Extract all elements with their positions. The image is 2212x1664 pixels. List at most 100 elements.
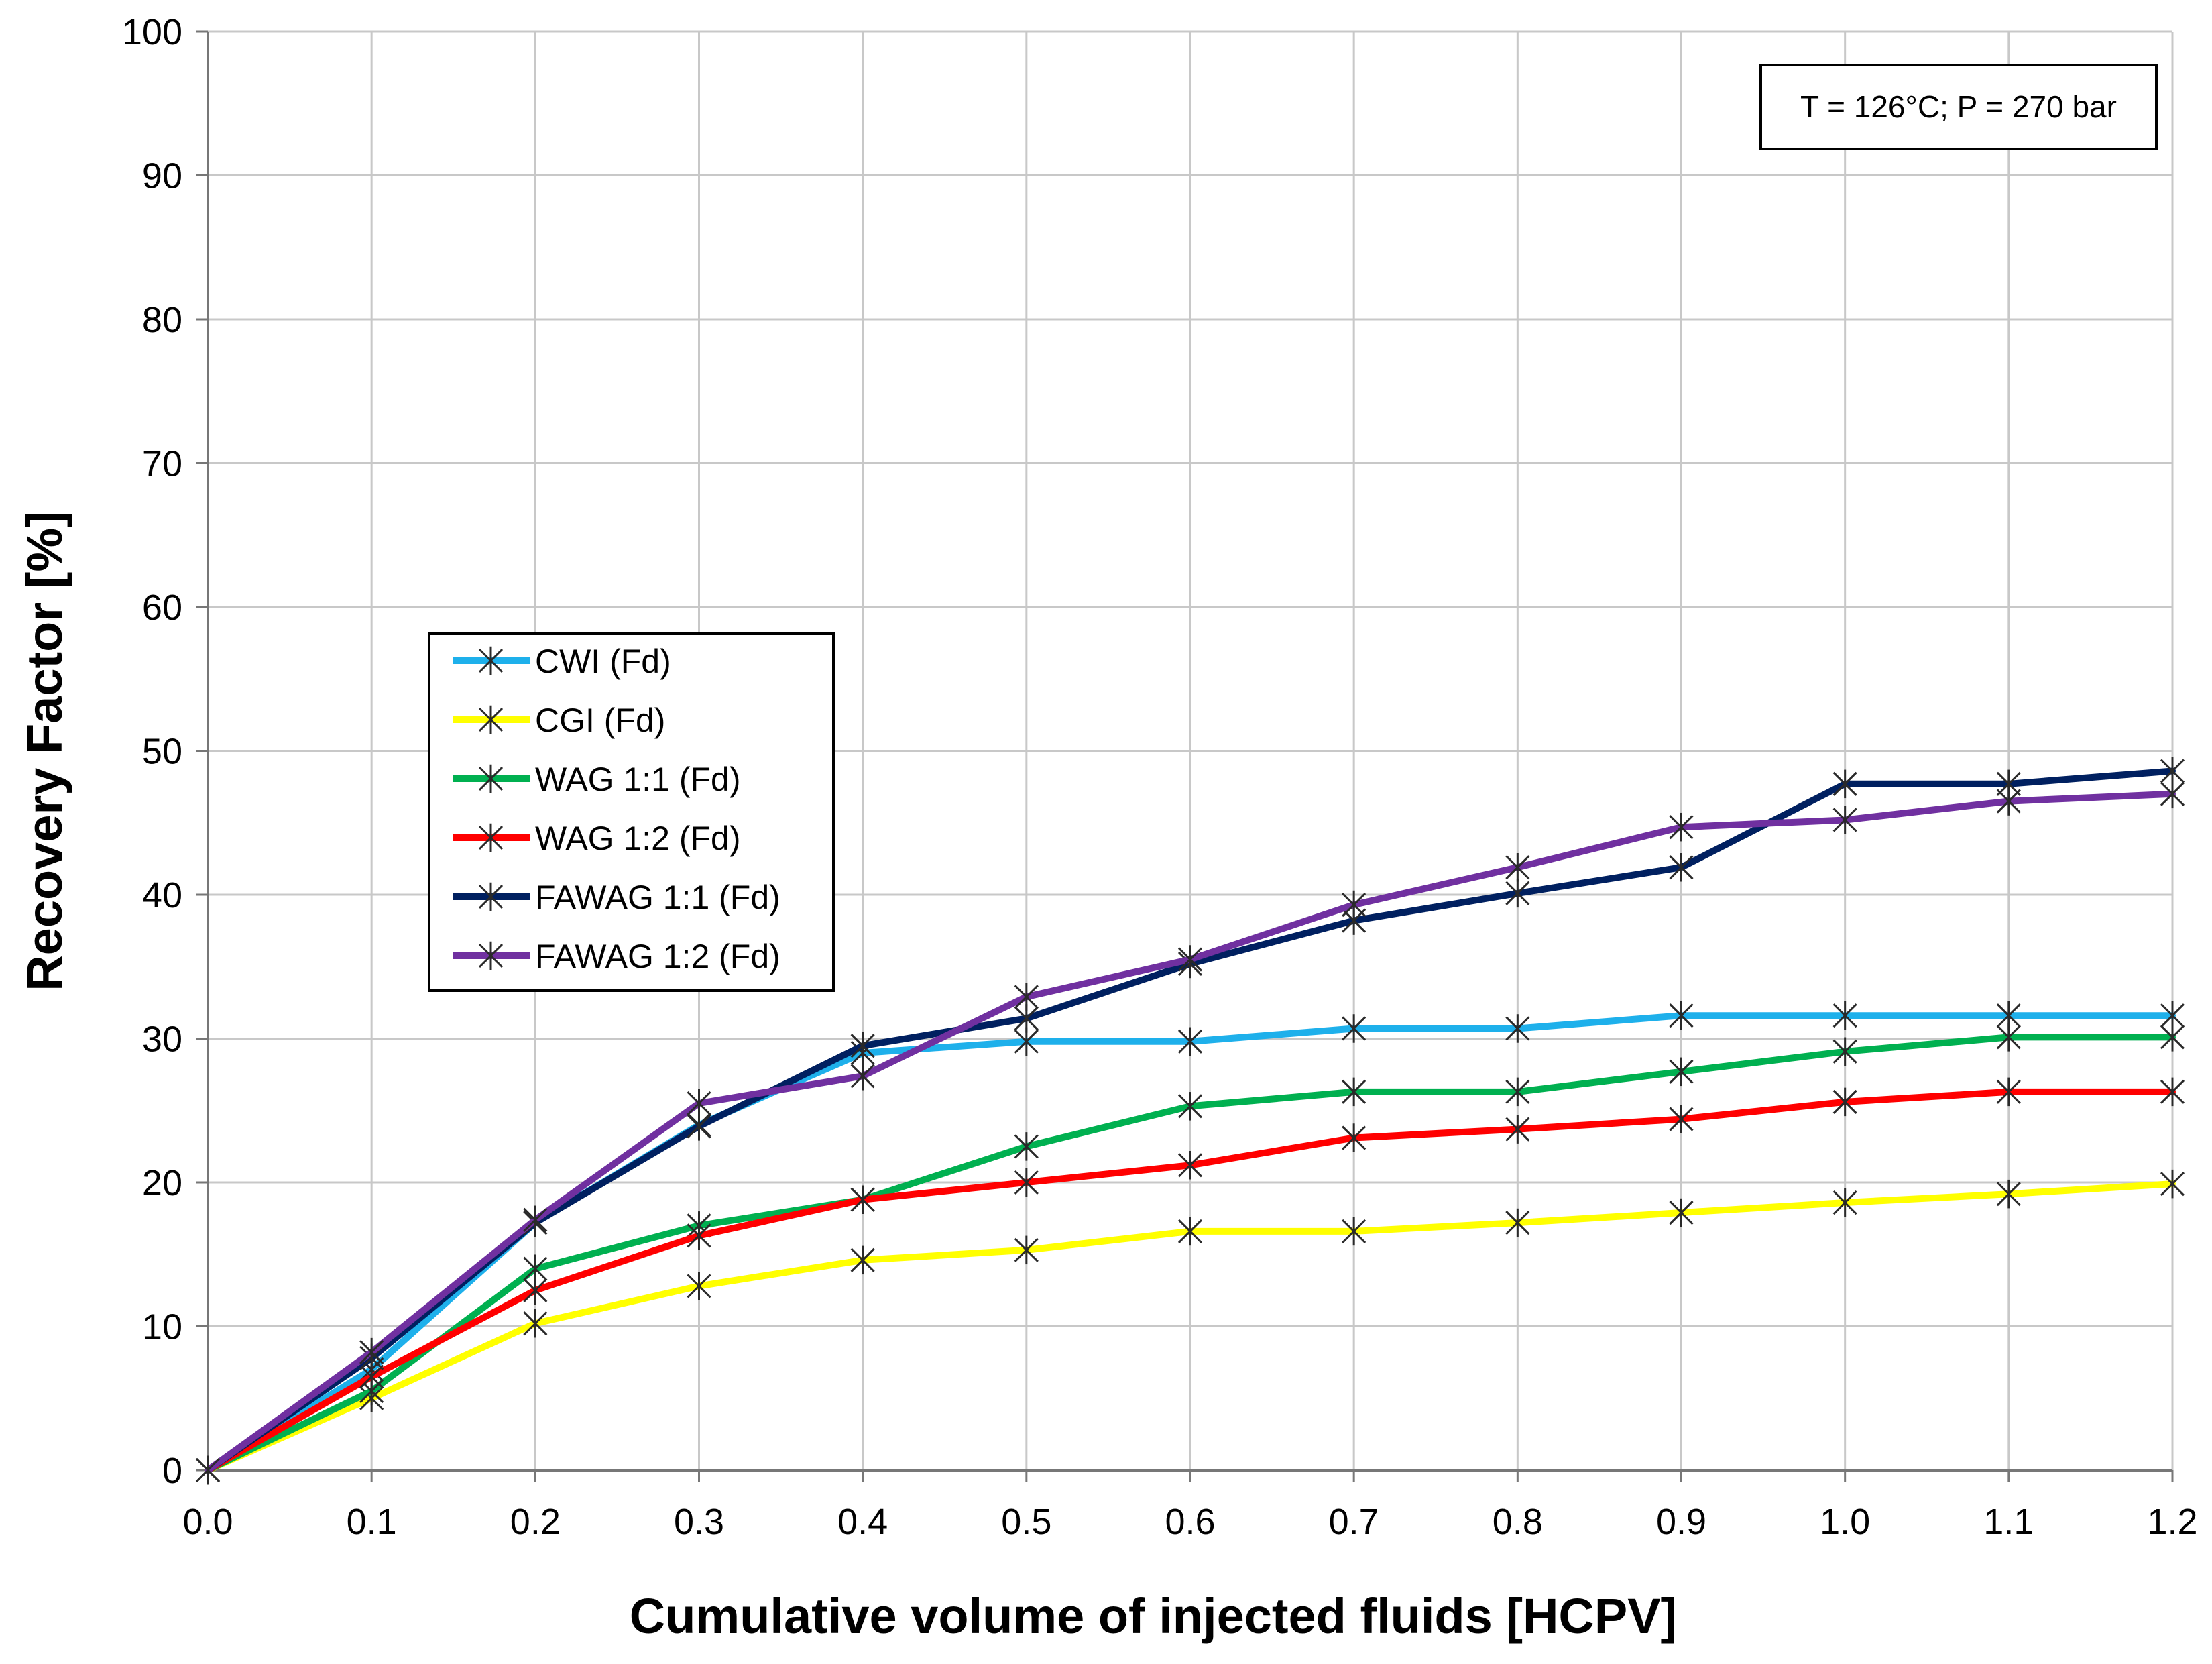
legend-item-wag-1-2-fd: WAG 1:2 (Fd): [453, 820, 741, 857]
data-point: [1832, 1037, 1857, 1066]
series-lines: [195, 757, 2185, 1485]
x-tick-label: 0.7: [1329, 1502, 1379, 1542]
data-point: [1996, 1023, 2021, 1052]
x-tick-label: 0.3: [674, 1502, 724, 1542]
x-tick-label: 0.5: [1001, 1502, 1051, 1542]
data-point: [1996, 787, 2021, 816]
data-point: [687, 1221, 711, 1250]
legend-label: WAG 1:2 (Fd): [535, 820, 741, 857]
x-tick-label: 0.0: [182, 1502, 233, 1542]
x-tick-label: 0.6: [1165, 1502, 1215, 1542]
data-point: [1014, 1132, 1039, 1161]
data-point: [2160, 1077, 2185, 1107]
x-tick-label: 1.0: [1820, 1502, 1870, 1542]
y-tick-label: 90: [142, 156, 182, 197]
data-point: [523, 1205, 548, 1235]
data-point: [1996, 1077, 2021, 1107]
data-point: [359, 1337, 384, 1367]
legend-item-cwi-fd: CWI (Fd): [453, 643, 671, 680]
data-point: [1832, 1188, 1857, 1217]
data-point: [1669, 1198, 1694, 1227]
legend-label: FAWAG 1:1 (Fd): [535, 879, 780, 916]
x-tick-labels: 0.0 0.1 0.2 0.3 0.4 0.5 0.6 0.7 0.8 0.9 1.0 1.1 1.2: [182, 1502, 2197, 1542]
legend-label: CWI (Fd): [535, 643, 671, 680]
conditions-annotation: T = 126°C; P = 270 bar: [1759, 64, 2158, 150]
data-point: [1996, 1179, 2021, 1209]
x-axis-title: Cumulative volume of injected fluids [HC…: [630, 1588, 1677, 1644]
y-tick-label: 70: [142, 444, 182, 484]
data-point: [687, 1272, 711, 1300]
x-tick-label: 0.4: [837, 1502, 888, 1542]
data-point: [523, 1276, 548, 1305]
data-point: [1505, 879, 1530, 908]
data-point: [1505, 1014, 1530, 1043]
data-point: [1669, 1001, 1694, 1030]
data-point: [1177, 1092, 1203, 1121]
data-point: [1669, 1057, 1694, 1087]
legend-marker: [478, 646, 504, 675]
x-tick-label: 0.9: [1656, 1502, 1706, 1542]
legend-item-fawag-1-2-fd: FAWAG 1:2 (Fd): [453, 938, 780, 975]
x-tick-label: 1.2: [2147, 1502, 2197, 1542]
legend-marker: [478, 882, 504, 911]
data-point: [1832, 806, 1857, 834]
data-point: [850, 1031, 875, 1060]
legend: CWI (Fd) CGI (Fd) WAG 1:1 (Fd) WAG 1:2 (Fd)…: [428, 632, 835, 992]
x-tick-label: 0.8: [1493, 1502, 1543, 1542]
data-point: [523, 1309, 548, 1338]
y-tick-label: 0: [162, 1451, 182, 1491]
data-point: [1505, 1115, 1530, 1144]
data-point: [1505, 1077, 1530, 1107]
data-point: [2160, 779, 2185, 809]
x-tick-label: 0.2: [510, 1502, 561, 1542]
y-tick-label: 50: [142, 732, 182, 772]
data-point: [1505, 1208, 1530, 1237]
data-point: [1505, 852, 1530, 882]
data-point: [1342, 890, 1366, 920]
data-point: [1669, 1105, 1694, 1133]
y-tick-label: 10: [142, 1307, 182, 1347]
y-tick-labels: 0 10 20 30 40 50 60 70 80 90 100: [122, 12, 182, 1491]
data-point: [1014, 1235, 1039, 1265]
data-point: [1342, 1217, 1366, 1246]
data-point: [1014, 1168, 1039, 1197]
legend-label: CGI (Fd): [535, 702, 665, 739]
data-point: [1832, 1001, 1857, 1030]
data-point: [1342, 1123, 1366, 1152]
legend-marker: [478, 764, 504, 793]
data-point: [1177, 945, 1203, 974]
data-point: [1832, 769, 1857, 799]
data-point: [2160, 1169, 2185, 1199]
data-point: [1342, 1077, 1366, 1107]
legend-label: WAG 1:1 (Fd): [535, 761, 741, 798]
legend-label: FAWAG 1:2 (Fd): [535, 938, 780, 975]
legend-item-cgi-fd: CGI (Fd): [453, 702, 665, 739]
data-point: [1177, 1217, 1203, 1246]
legend-marker: [478, 823, 504, 852]
data-point: [1669, 812, 1694, 842]
data-point: [850, 1245, 875, 1275]
data-point: [687, 1089, 711, 1118]
conditions-text: T = 126°C; P = 270 bar: [1800, 89, 2117, 124]
legend-marker: [478, 941, 504, 970]
data-point: [1014, 983, 1039, 1011]
y-tick-label: 100: [122, 12, 182, 52]
y-tick-label: 30: [142, 1019, 182, 1060]
x-tick-label: 0.1: [347, 1502, 397, 1542]
y-tick-label: 60: [142, 588, 182, 628]
data-point: [1177, 1151, 1203, 1180]
data-point: [1832, 1087, 1857, 1117]
series-cgi-fd: [195, 1169, 2185, 1485]
series-fawag-1-2-fd: [195, 779, 2185, 1485]
y-tick-label: 40: [142, 875, 182, 916]
y-axis-title: Recovery Factor [%]: [17, 511, 72, 991]
data-point: [1342, 1014, 1366, 1043]
y-tick-label: 20: [142, 1163, 182, 1203]
x-tick-label: 1.1: [1983, 1502, 2034, 1542]
y-tick-label: 80: [142, 300, 182, 340]
legend-item-wag-1-1-fd: WAG 1:1 (Fd): [453, 761, 741, 798]
legend-marker: [478, 705, 504, 734]
legend-item-fawag-1-1-fd: FAWAG 1:1 (Fd): [453, 879, 780, 916]
data-point: [195, 1455, 221, 1485]
